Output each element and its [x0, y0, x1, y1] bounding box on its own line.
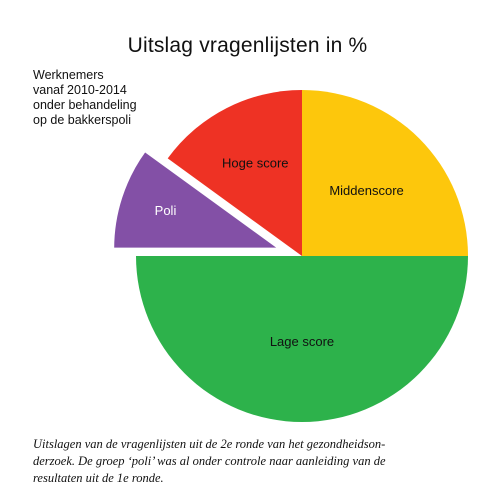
annotation-line: onder behandeling	[33, 98, 137, 112]
chart-title: Uitslag vragenlijsten in %	[127, 34, 368, 57]
annotation-line: op de bakkerspoli	[33, 113, 131, 127]
pie-slice-hoge-score	[167, 90, 302, 256]
slice-label-hoge-score: Hoge score	[222, 156, 288, 171]
slice-label-middenscore: Middenscore	[329, 183, 403, 198]
pie-slice-lage-score	[136, 256, 468, 422]
chart-caption: Uitslagen van de vragenlijsten uit de 2e…	[33, 436, 473, 487]
annotation-line: vanaf 2010-2014	[33, 83, 127, 97]
caption-line: Uitslagen van de vragenlijsten uit de 2e…	[33, 437, 386, 451]
caption-line: resultaten uit de 1e ronde.	[33, 471, 164, 485]
slice-label-poli: Poli	[155, 203, 177, 218]
pie-slice-poli	[112, 149, 283, 250]
slice-label-lage-score: Lage score	[270, 334, 334, 349]
pie-slice-middenscore	[302, 90, 468, 256]
poli-group-annotation: Werknemers vanaf 2010-2014 onder behande…	[33, 68, 183, 128]
caption-line: derzoek. De groep ‘poli’ was al onder co…	[33, 454, 386, 468]
annotation-line: Werknemers	[33, 68, 104, 82]
